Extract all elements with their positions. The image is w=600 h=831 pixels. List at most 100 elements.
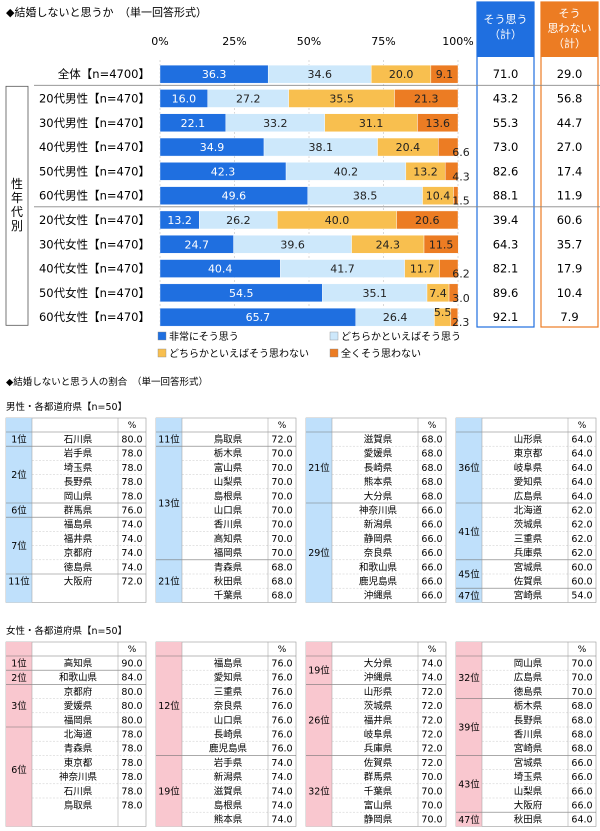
prefecture-value: 66.0 — [421, 562, 442, 573]
prefecture-value: 74.0 — [121, 548, 142, 559]
prefecture-name: 神奈川県 — [59, 771, 98, 783]
data-label: 42.3 — [211, 165, 236, 178]
prefecture-name: 島根県 — [214, 800, 243, 812]
data-label: 40.4 — [208, 263, 233, 276]
rank-label: 21位 — [308, 462, 330, 474]
prefecture-value: 68.0 — [421, 463, 442, 474]
rank-column-bg — [6, 642, 32, 827]
prefecture-name: 岡山県 — [64, 491, 93, 502]
prefecture-name: 福岡県 — [214, 547, 243, 559]
category-label: 50代女性【n=470】 — [39, 286, 150, 300]
rank-column-bg — [456, 642, 482, 827]
prefecture-value: 66.0 — [421, 548, 442, 559]
rank-label: 12位 — [158, 700, 180, 712]
rank-label: 2位 — [11, 672, 27, 684]
summary-yes-header: （計） — [489, 27, 522, 41]
prefecture-name: 石川県 — [64, 435, 93, 446]
prefecture-value: 70.0 — [421, 815, 442, 826]
prefecture-name: 愛知県 — [214, 672, 243, 684]
rank-label: 11位 — [158, 434, 180, 446]
prefecture-value: 66.0 — [421, 520, 442, 531]
data-label: 34.6 — [307, 68, 332, 81]
summary-yes-value: 89.6 — [493, 286, 519, 300]
prefecture-name: 沖縄県 — [364, 590, 393, 602]
rank-label: 32位 — [308, 785, 330, 797]
prefecture-name: 宮城県 — [514, 757, 543, 769]
rank-label: 21位 — [158, 576, 180, 588]
prefecture-name: 広島県 — [514, 490, 543, 502]
prefecture-name: 岩手県 — [64, 448, 93, 460]
prefecture-value: 80.0 — [121, 435, 142, 446]
prefecture-name: 福岡県 — [64, 714, 93, 726]
data-label: 1.5 — [452, 195, 470, 208]
summary-yes-value: 43.2 — [493, 91, 519, 105]
prefecture-value: 70.0 — [271, 491, 292, 502]
prefecture-name: 長野県 — [514, 715, 543, 726]
summary-no-value: 11.9 — [557, 189, 583, 203]
summary-yes-value: 82.6 — [493, 164, 519, 178]
prefecture-value: 60.0 — [571, 577, 592, 588]
summary-yes-header-bg — [477, 2, 534, 57]
prefecture-value: 70.0 — [271, 506, 292, 517]
prefecture-name: 鳥取県 — [64, 800, 93, 812]
data-label: 26.2 — [226, 214, 251, 227]
prefecture-value: 80.0 — [121, 701, 142, 712]
summary-no-value: 17.4 — [557, 164, 583, 178]
summary-no-header: 思わない — [548, 22, 592, 35]
prefecture-value: 74.0 — [271, 815, 292, 826]
prefecture-name: 千葉県 — [364, 785, 393, 797]
prefecture-value: 76.0 — [271, 687, 292, 698]
prefecture-name: 富山県 — [214, 462, 243, 474]
prefecture-name: 佐賀県 — [364, 757, 393, 769]
summary-yes-value: 71.0 — [493, 67, 519, 81]
prefecture-value: 64.0 — [571, 477, 592, 488]
rank-label: 43位 — [458, 778, 480, 790]
prefecture-value: 78.0 — [121, 772, 142, 783]
legend-label: どちらかといえばそう思わない — [169, 348, 309, 360]
prefecture-value: 70.0 — [271, 449, 292, 460]
prefecture-value: 62.0 — [571, 506, 592, 517]
prefecture-name: 栃木県 — [214, 448, 243, 460]
prefecture-value: 78.0 — [121, 786, 142, 797]
prefecture-name: 和歌山県 — [359, 561, 398, 573]
rank-label: 11位 — [8, 576, 30, 588]
prefecture-value: 62.0 — [571, 534, 592, 545]
prefecture-name: 秋田県 — [214, 576, 243, 588]
summary-yes-value: 64.3 — [493, 237, 519, 251]
prefecture-name: 富山県 — [364, 800, 393, 812]
prefecture-name: 北海道 — [64, 729, 93, 741]
prefecture-name: 香川県 — [214, 520, 243, 531]
category-label: 40代男性【n=470】 — [39, 140, 150, 154]
rank-column-bg — [6, 418, 32, 603]
prefecture-value: 68.0 — [421, 491, 442, 502]
prefecture-name: 奈良県 — [364, 547, 393, 559]
data-label: 40.2 — [334, 165, 359, 178]
category-label: 40代女性【n=470】 — [39, 262, 150, 276]
prefecture-name: 大阪府 — [64, 576, 93, 588]
category-label: 30代男性【n=470】 — [39, 116, 150, 130]
data-label: 7.4 — [429, 287, 447, 300]
rank-label: 47位 — [458, 590, 480, 602]
prefecture-value: 78.0 — [121, 801, 142, 812]
prefecture-value: 64.0 — [571, 435, 592, 446]
summary-yes-value: 39.4 — [493, 213, 519, 227]
prefecture-name: 兵庫県 — [514, 547, 543, 559]
prefecture-name: 千葉県 — [214, 590, 243, 602]
data-label: 13.6 — [425, 117, 450, 130]
rank-label: 19位 — [158, 785, 180, 797]
data-label: 38.1 — [309, 141, 334, 154]
prefecture-name: 京都府 — [64, 547, 93, 559]
prefecture-value: 64.0 — [571, 449, 592, 460]
bar-segment — [394, 89, 459, 108]
summary-no-value: 10.4 — [557, 286, 583, 300]
prefecture-value: 68.0 — [271, 562, 292, 573]
prefecture-value: 66.0 — [571, 786, 592, 797]
x-tick-label: 50% — [297, 35, 321, 48]
prefecture-name: 山梨県 — [214, 476, 243, 488]
prefecture-value: 70.0 — [271, 520, 292, 531]
prefecture-value: 74.0 — [271, 758, 292, 769]
legend-label: 全くそう思わない — [341, 347, 421, 360]
rank-label: 29位 — [308, 547, 330, 559]
table-title: 男性・各都道府県【n=50】 — [6, 401, 127, 413]
